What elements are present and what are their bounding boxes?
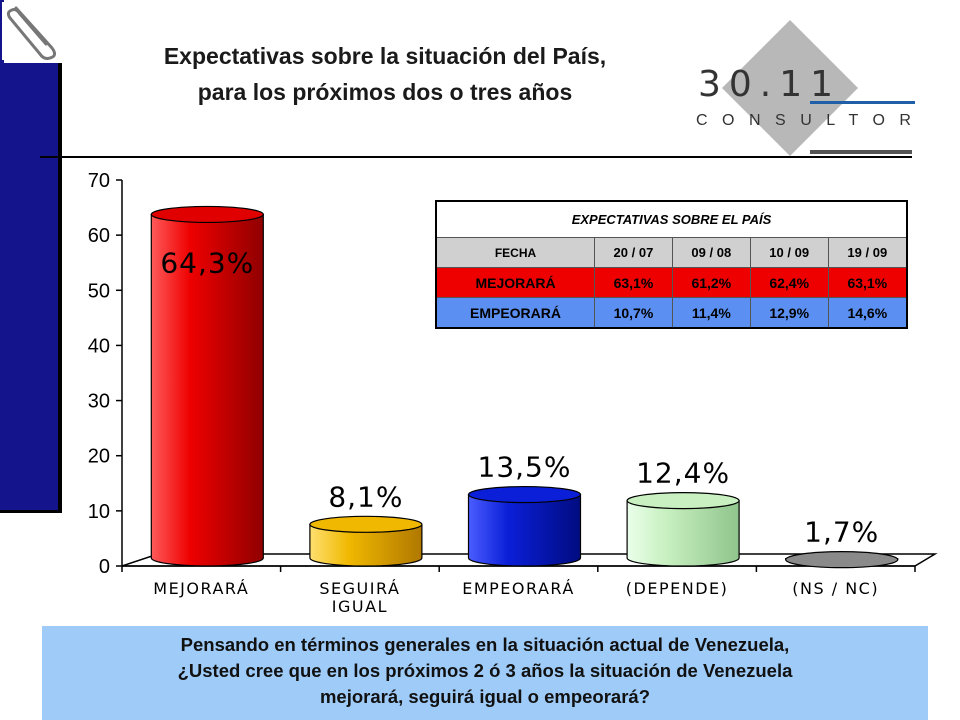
- table-row: EMPEORARÁ 10,7% 11,4% 12,9% 14,6%: [435, 297, 908, 329]
- y-tick-label: 30: [88, 391, 110, 413]
- bar-top: [626, 492, 740, 510]
- bar-chart: 0 10 20 30 40 50 60 70 64,3% MEJORARÁ 8,1% SEGUIRÁ…: [88, 170, 938, 616]
- y-tick-label: 70: [88, 170, 110, 192]
- table-cell: 63,1%: [827, 267, 908, 298]
- chart-bars: [150, 205, 899, 569]
- logo-rule: [810, 150, 912, 154]
- bar-value-label: 64,3%: [160, 246, 254, 279]
- bar-top: [150, 205, 264, 224]
- side-decoration-bar: [0, 63, 62, 513]
- bar-top: [309, 515, 423, 533]
- table-caption: EXPECTATIVAS SOBRE EL PAÍS: [435, 200, 908, 238]
- bar-body: [467, 493, 582, 567]
- bar: [150, 205, 264, 567]
- y-tick-label: 50: [88, 280, 110, 302]
- paperclip-icon: [2, 2, 62, 60]
- category-label: MEJORARÁ: [153, 579, 249, 598]
- table-cell: 11,4%: [671, 297, 751, 329]
- category-label: SEGUIRÁ: [319, 579, 400, 598]
- bar-value-label: 1,7%: [804, 516, 879, 549]
- bar-body: [150, 213, 264, 567]
- bar-value-label: 8,1%: [328, 480, 403, 513]
- survey-question: Pensando en términos generales en la sit…: [42, 626, 928, 720]
- bar-body: [309, 523, 423, 567]
- y-tick-label: 10: [88, 501, 110, 523]
- table-header-cell: 19 / 09: [827, 237, 908, 268]
- table-row-label: EMPEORARÁ: [435, 297, 595, 329]
- company-logo: 30.11 CONSULTORES: [696, 20, 920, 156]
- bar-value-label: 12,4%: [636, 457, 730, 490]
- table-header-cell: 09 / 08: [671, 237, 751, 268]
- bar-value-label: 13,5%: [478, 451, 572, 484]
- expectations-table: EXPECTATIVAS SOBRE EL PAÍS FECHA 20 / 07…: [435, 200, 908, 329]
- table-cell: 61,2%: [671, 267, 751, 298]
- bar: [626, 492, 740, 567]
- category-label: EMPEORARÁ: [462, 579, 575, 598]
- y-tick-label: 40: [88, 335, 110, 357]
- logo-line: [810, 101, 915, 104]
- table-row: MEJORARÁ 63,1% 61,2% 62,4% 63,1%: [435, 267, 908, 298]
- bar-top: [467, 485, 582, 504]
- category-label: IGUAL: [332, 597, 388, 616]
- table-cell: 12,9%: [749, 297, 829, 329]
- title-line-2: para los próximos dos o tres años: [197, 79, 573, 105]
- bar: [309, 515, 423, 567]
- question-line-3: mejorará, seguirá igual o empeorará?: [319, 686, 651, 707]
- table-row-label: MEJORARÁ: [435, 267, 595, 298]
- logo-diamond: [722, 20, 858, 156]
- question-line-1: Pensando en términos generales en la sit…: [180, 634, 790, 655]
- category-label: (DEPENDE): [626, 579, 729, 598]
- bar: [467, 485, 582, 567]
- table-header-cell: FECHA: [435, 237, 595, 268]
- table-header-cell: 10 / 09: [749, 237, 829, 268]
- table-header-cell: 20 / 07: [594, 237, 673, 268]
- logo-number: 30.11: [698, 64, 841, 105]
- bar: [785, 551, 899, 569]
- page-title: Expectativas sobre la situación del País…: [90, 38, 680, 110]
- table-header-row: FECHA 20 / 07 09 / 08 10 / 09 19 / 09: [435, 237, 908, 268]
- table-cell: 14,6%: [827, 297, 908, 329]
- y-tick-label: 20: [88, 446, 110, 468]
- table-cell: 10,7%: [594, 297, 673, 329]
- bar-top: [785, 551, 899, 569]
- title-line-1: Expectativas sobre la situación del País…: [163, 43, 607, 69]
- bar-body: [626, 500, 740, 567]
- y-tick-label: 0: [99, 556, 110, 578]
- category-label: (NS / NC): [792, 579, 879, 598]
- table-cell: 63,1%: [594, 267, 673, 298]
- question-line-2: ¿Usted cree que en los próximos 2 ó 3 añ…: [177, 660, 793, 681]
- header-rule: [40, 156, 912, 158]
- table-cell: 62,4%: [749, 267, 829, 298]
- y-tick-label: 60: [88, 225, 110, 247]
- logo-word: CONSULTORES: [696, 112, 920, 129]
